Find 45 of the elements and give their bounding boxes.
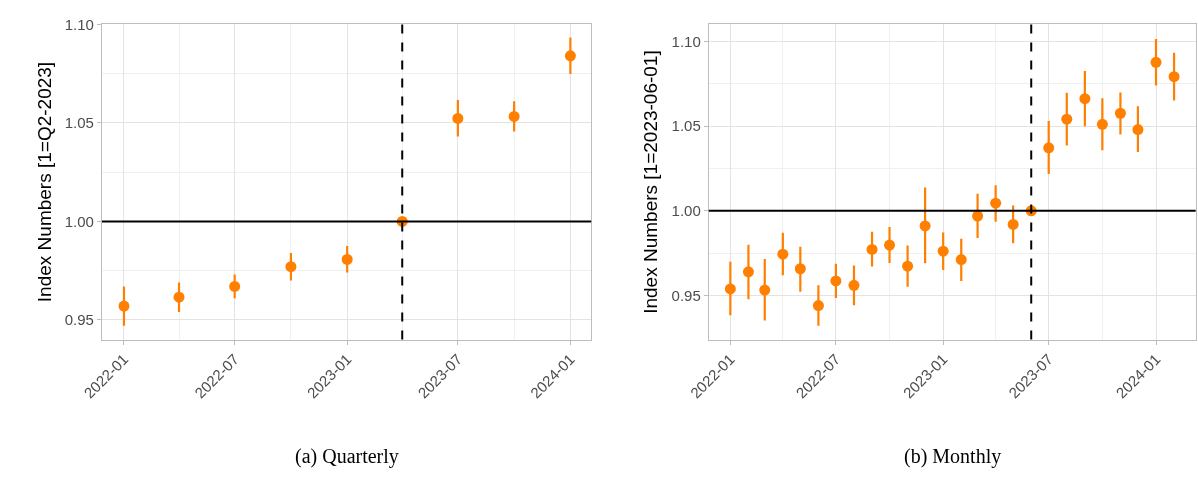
point: [1114, 107, 1126, 119]
point: [724, 283, 736, 295]
point: [229, 280, 241, 292]
y-tick-label: 1.05: [671, 117, 701, 135]
point: [341, 253, 353, 265]
point: [848, 279, 860, 291]
point: [794, 263, 806, 275]
point: [1007, 218, 1019, 230]
point: [777, 248, 789, 260]
point: [866, 243, 878, 255]
point: [1043, 142, 1055, 154]
point: [1061, 113, 1073, 125]
point: [830, 275, 842, 287]
point: [812, 300, 824, 312]
point: [508, 110, 520, 122]
point: [1168, 71, 1180, 83]
point: [759, 284, 771, 296]
y-axis-title: Index Numbers [1=2023-06-01]: [640, 50, 662, 314]
point: [742, 266, 754, 278]
text: (a) Quarterly: [295, 445, 399, 468]
y-tick-label: 1.10: [671, 32, 701, 50]
point: [173, 291, 185, 303]
y-tick-label: 1.00: [64, 212, 94, 230]
y-tick-label: 0.95: [671, 286, 701, 304]
point: [937, 245, 949, 257]
point: [1096, 118, 1108, 130]
point: [285, 261, 297, 273]
y-axis-title: Index Numbers [1=Q2-2023]: [33, 61, 55, 303]
point: [564, 50, 576, 62]
point: [955, 254, 967, 266]
point: [884, 239, 896, 251]
point: [1150, 56, 1162, 68]
point: [902, 260, 914, 272]
y-tick-label: 1.00: [671, 202, 701, 220]
text: (b) Monthly: [904, 445, 1002, 468]
point: [972, 210, 984, 222]
point: [919, 220, 931, 232]
y-tick-label: 0.95: [64, 311, 94, 329]
point: [118, 300, 130, 312]
point: [990, 197, 1002, 209]
y-tick-label: 1.05: [64, 114, 94, 132]
point: [1079, 93, 1091, 105]
point: [1132, 124, 1144, 136]
point: [452, 112, 464, 124]
y-tick-label: 1.10: [64, 15, 94, 33]
